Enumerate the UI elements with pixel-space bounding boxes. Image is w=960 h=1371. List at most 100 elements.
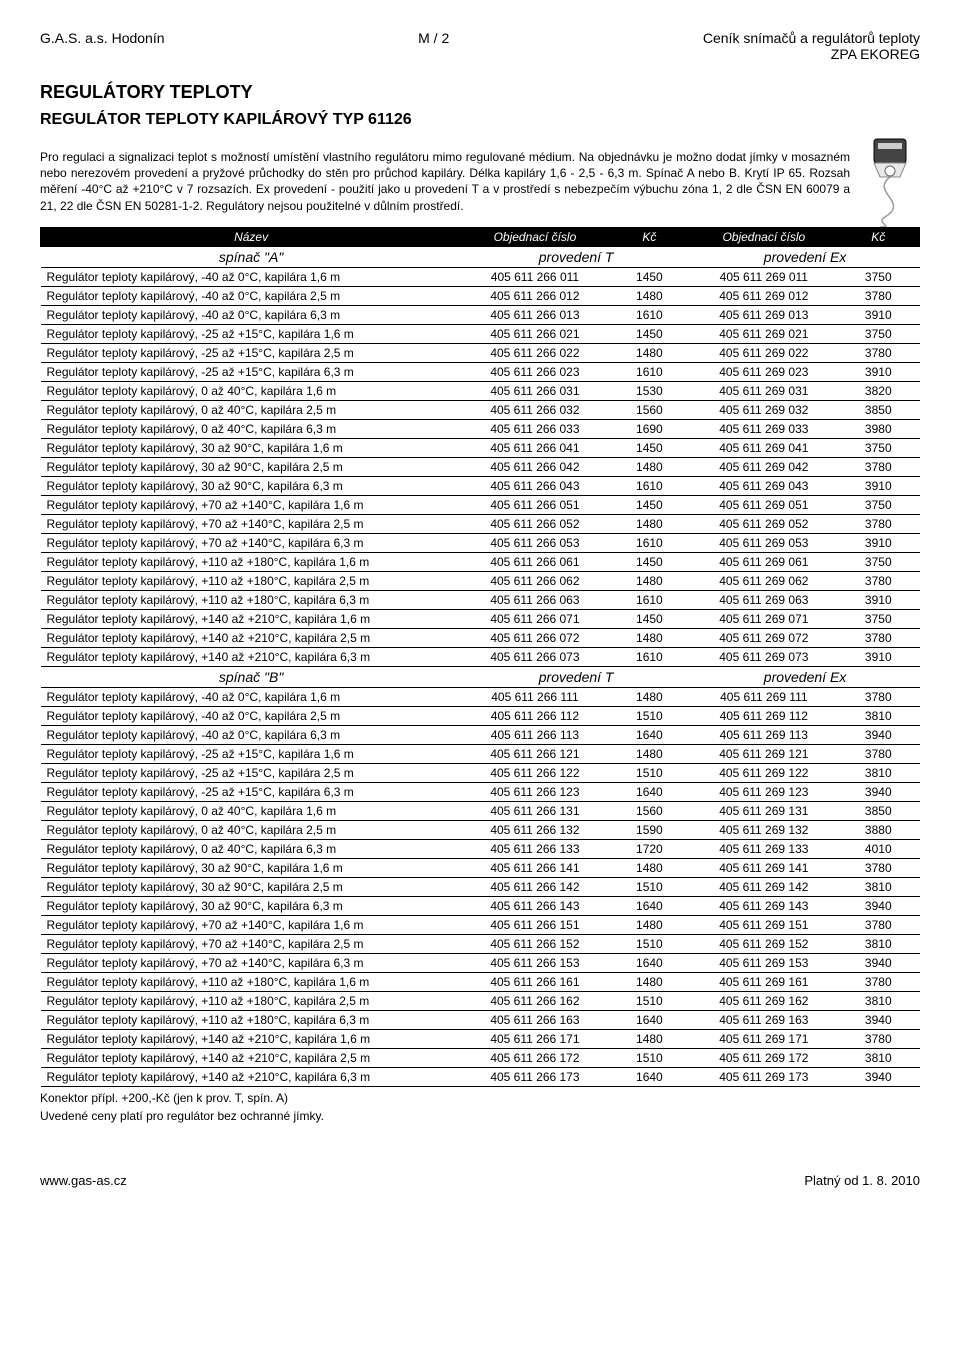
cell-price-t: 1450 — [608, 268, 690, 287]
table-row: Regulátor teploty kapilárový, +140 až +2… — [41, 1030, 920, 1049]
cell-name: Regulátor teploty kapilárový, -40 až 0°C… — [41, 707, 462, 726]
table-row: Regulátor teploty kapilárový, +70 až +14… — [41, 916, 920, 935]
cell-code-t: 405 611 266 032 — [462, 401, 608, 420]
cell-name: Regulátor teploty kapilárový, +110 až +1… — [41, 973, 462, 992]
table-row: Regulátor teploty kapilárový, +140 až +2… — [41, 648, 920, 667]
cell-code-ex: 405 611 269 031 — [691, 382, 837, 401]
footnote-prices: Uvedené ceny platí pro regulátor bez och… — [40, 1109, 920, 1123]
cell-name: Regulátor teploty kapilárový, +140 až +2… — [41, 610, 462, 629]
cell-code-ex: 405 611 269 022 — [691, 344, 837, 363]
cell-code-t: 405 611 266 173 — [462, 1068, 608, 1087]
cell-name: Regulátor teploty kapilárový, 30 až 90°C… — [41, 878, 462, 897]
price-table: Název Objednací číslo Kč Objednací číslo… — [40, 227, 920, 1087]
cell-code-ex: 405 611 269 111 — [691, 688, 837, 707]
page-header: G.A.S. a.s. Hodonín M / 2 Ceník snímačů … — [40, 30, 920, 62]
cell-code-ex: 405 611 269 072 — [691, 629, 837, 648]
cell-name: Regulátor teploty kapilárový, -25 až +15… — [41, 783, 462, 802]
cell-code-t: 405 611 266 073 — [462, 648, 608, 667]
cell-price-ex: 3750 — [837, 325, 919, 344]
cell-price-ex: 3780 — [837, 973, 919, 992]
cell-name: Regulátor teploty kapilárový, +140 až +2… — [41, 1068, 462, 1087]
subhead-name: spínač "A" — [41, 247, 462, 268]
cell-code-ex: 405 611 269 143 — [691, 897, 837, 916]
cell-price-ex: 3810 — [837, 707, 919, 726]
th-name: Název — [41, 228, 462, 247]
table-row: Regulátor teploty kapilárový, +70 až +14… — [41, 515, 920, 534]
cell-price-ex: 3880 — [837, 821, 919, 840]
cell-price-t: 1480 — [608, 287, 690, 306]
table-row: Regulátor teploty kapilárový, -40 až 0°C… — [41, 268, 920, 287]
section-title: REGULÁTORY TEPLOTY — [40, 82, 920, 103]
table-row: Regulátor teploty kapilárový, 0 až 40°C,… — [41, 821, 920, 840]
cell-name: Regulátor teploty kapilárový, 30 až 90°C… — [41, 477, 462, 496]
cell-price-t: 1610 — [608, 306, 690, 325]
cell-price-t: 1640 — [608, 897, 690, 916]
subhead-prov1: provedení T — [462, 247, 691, 268]
cell-name: Regulátor teploty kapilárový, -25 až +15… — [41, 745, 462, 764]
cell-code-t: 405 611 266 142 — [462, 878, 608, 897]
cell-price-t: 1480 — [608, 344, 690, 363]
table-row: Regulátor teploty kapilárový, +110 až +1… — [41, 1011, 920, 1030]
table-row: Regulátor teploty kapilárový, -40 až 0°C… — [41, 287, 920, 306]
table-row: Regulátor teploty kapilárový, +140 až +2… — [41, 1049, 920, 1068]
cell-code-t: 405 611 266 172 — [462, 1049, 608, 1068]
cell-code-ex: 405 611 269 112 — [691, 707, 837, 726]
thermostat-icon — [860, 137, 920, 227]
cell-code-ex: 405 611 269 121 — [691, 745, 837, 764]
cell-price-ex: 3810 — [837, 935, 919, 954]
cell-name: Regulátor teploty kapilárový, -40 až 0°C… — [41, 726, 462, 745]
cell-name: Regulátor teploty kapilárový, +140 až +2… — [41, 648, 462, 667]
cell-price-ex: 3820 — [837, 382, 919, 401]
cell-price-ex: 3780 — [837, 515, 919, 534]
cell-price-t: 1450 — [608, 439, 690, 458]
cell-price-ex: 3940 — [837, 897, 919, 916]
table-row: Regulátor teploty kapilárový, +70 až +14… — [41, 534, 920, 553]
cell-price-t: 1480 — [608, 688, 690, 707]
cell-name: Regulátor teploty kapilárový, -40 až 0°C… — [41, 306, 462, 325]
cell-code-ex: 405 611 269 063 — [691, 591, 837, 610]
cell-name: Regulátor teploty kapilárový, 0 až 40°C,… — [41, 401, 462, 420]
cell-price-t: 1450 — [608, 325, 690, 344]
cell-code-t: 405 611 266 153 — [462, 954, 608, 973]
cell-name: Regulátor teploty kapilárový, +70 až +14… — [41, 534, 462, 553]
cell-name: Regulátor teploty kapilárový, 30 až 90°C… — [41, 439, 462, 458]
subhead-name: spínač "B" — [41, 667, 462, 688]
cell-price-t: 1510 — [608, 878, 690, 897]
cell-price-ex: 3910 — [837, 477, 919, 496]
cell-price-t: 1610 — [608, 477, 690, 496]
table-row: Regulátor teploty kapilárový, 30 až 90°C… — [41, 477, 920, 496]
table-row: Regulátor teploty kapilárový, -25 až +15… — [41, 783, 920, 802]
cell-code-ex: 405 611 269 032 — [691, 401, 837, 420]
cell-price-t: 1450 — [608, 553, 690, 572]
th-code2: Objednací číslo — [691, 228, 837, 247]
cell-code-t: 405 611 266 023 — [462, 363, 608, 382]
cell-code-ex: 405 611 269 151 — [691, 916, 837, 935]
intro-wrap: Pro regulaci a signalizaci teplot s možn… — [40, 137, 920, 227]
header-right-line2: ZPA EKOREG — [831, 46, 920, 62]
cell-code-t: 405 611 266 163 — [462, 1011, 608, 1030]
cell-name: Regulátor teploty kapilárový, +70 až +14… — [41, 916, 462, 935]
table-row: Regulátor teploty kapilárový, 30 až 90°C… — [41, 439, 920, 458]
cell-name: Regulátor teploty kapilárový, 30 až 90°C… — [41, 458, 462, 477]
cell-code-ex: 405 611 269 011 — [691, 268, 837, 287]
table-row: Regulátor teploty kapilárový, +110 až +1… — [41, 992, 920, 1011]
cell-price-t: 1450 — [608, 610, 690, 629]
cell-code-t: 405 611 266 072 — [462, 629, 608, 648]
cell-price-t: 1640 — [608, 1068, 690, 1087]
th-price2: Kč — [837, 228, 919, 247]
cell-code-t: 405 611 266 031 — [462, 382, 608, 401]
cell-code-ex: 405 611 269 071 — [691, 610, 837, 629]
cell-price-ex: 3780 — [837, 458, 919, 477]
table-row: Regulátor teploty kapilárový, 0 až 40°C,… — [41, 840, 920, 859]
cell-code-ex: 405 611 269 163 — [691, 1011, 837, 1030]
cell-price-ex: 3850 — [837, 401, 919, 420]
cell-price-ex: 3780 — [837, 916, 919, 935]
cell-price-ex: 3810 — [837, 764, 919, 783]
cell-code-t: 405 611 266 052 — [462, 515, 608, 534]
cell-price-t: 1480 — [608, 572, 690, 591]
cell-code-ex: 405 611 269 131 — [691, 802, 837, 821]
cell-price-ex: 3750 — [837, 496, 919, 515]
cell-name: Regulátor teploty kapilárový, +110 až +1… — [41, 1011, 462, 1030]
cell-name: Regulátor teploty kapilárový, +70 až +14… — [41, 496, 462, 515]
table-row: Regulátor teploty kapilárový, 0 až 40°C,… — [41, 401, 920, 420]
